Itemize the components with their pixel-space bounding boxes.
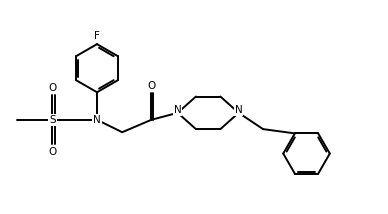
Text: N: N bbox=[93, 115, 101, 125]
Text: N: N bbox=[174, 106, 182, 116]
Text: O: O bbox=[48, 147, 57, 157]
Text: F: F bbox=[94, 31, 100, 41]
Text: O: O bbox=[48, 83, 57, 93]
Text: O: O bbox=[147, 81, 156, 91]
Text: S: S bbox=[49, 115, 56, 125]
Text: N: N bbox=[235, 106, 242, 116]
